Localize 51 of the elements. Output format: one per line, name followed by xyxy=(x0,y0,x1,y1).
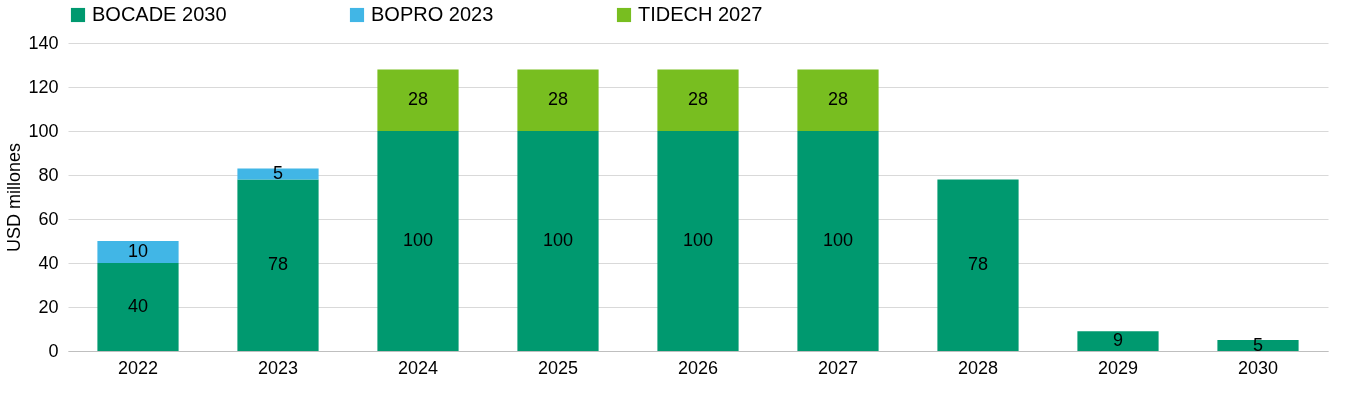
data-label: 5 xyxy=(272,162,284,183)
bar xyxy=(517,131,599,351)
y-tick-label: 40 xyxy=(38,252,59,273)
y-tick-label: 100 xyxy=(28,120,59,141)
bar xyxy=(237,179,319,351)
data-label: 28 xyxy=(407,89,429,110)
bar xyxy=(237,168,319,180)
data-label: 28 xyxy=(547,89,569,110)
bar xyxy=(377,131,459,351)
bar xyxy=(1077,331,1159,351)
bar xyxy=(657,69,739,131)
x-tick-label: 2030 xyxy=(1237,357,1279,378)
data-label: 78 xyxy=(967,254,989,275)
x-tick-label: 2029 xyxy=(1097,357,1139,378)
bar xyxy=(517,69,599,131)
bar xyxy=(797,69,879,131)
data-label: 28 xyxy=(827,89,849,110)
x-tick-label: 2023 xyxy=(257,357,299,378)
x-tick-label: 2027 xyxy=(817,357,859,378)
bar xyxy=(97,241,179,263)
y-tick-label: 20 xyxy=(38,296,59,317)
data-label: 100 xyxy=(682,230,714,250)
legend-label: BOCADE 2030 xyxy=(92,3,227,25)
y-tick-label: 60 xyxy=(38,208,59,229)
bar xyxy=(657,131,739,351)
bar xyxy=(377,69,459,131)
y-tick-label: 80 xyxy=(38,164,59,185)
legend-label: BOPRO 2023 xyxy=(371,3,494,25)
data-label: 5 xyxy=(1252,334,1264,355)
data-label: 28 xyxy=(687,89,709,110)
data-label: 10 xyxy=(127,241,149,261)
data-label: 100 xyxy=(542,230,574,250)
data-label: 9 xyxy=(1112,330,1124,351)
x-tick-label: 2022 xyxy=(117,357,159,378)
data-label: 40 xyxy=(127,296,149,316)
bar xyxy=(797,131,879,351)
bar xyxy=(1217,340,1299,351)
data-label: 100 xyxy=(822,230,854,250)
bar xyxy=(97,263,179,351)
legend-label: TIDECH 2027 xyxy=(638,3,763,25)
y-tick-label: 0 xyxy=(48,340,59,361)
y-tick-label: 140 xyxy=(28,32,59,53)
x-tick-label: 2024 xyxy=(397,357,439,378)
x-tick-label: 2025 xyxy=(537,357,579,378)
y-tick-label: 120 xyxy=(28,76,59,97)
x-tick-label: 2026 xyxy=(677,357,719,378)
bar xyxy=(937,179,1019,351)
x-tick-label: 2028 xyxy=(957,357,999,378)
data-label: 78 xyxy=(267,254,289,275)
data-label: 100 xyxy=(402,230,434,250)
y-axis-title: USD millones xyxy=(4,142,25,253)
